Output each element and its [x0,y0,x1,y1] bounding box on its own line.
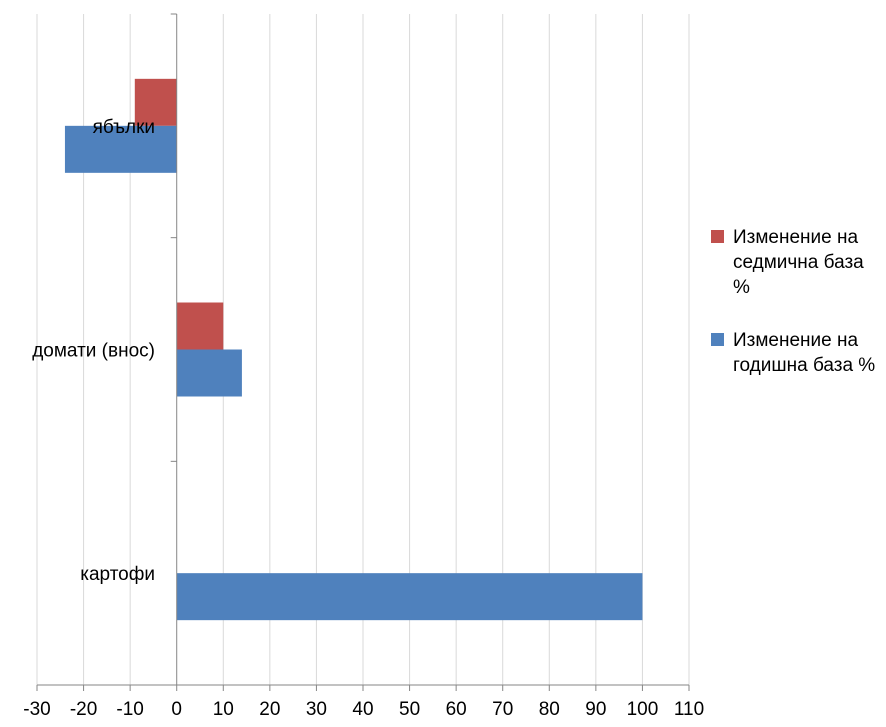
bar-yearly-2 [176,573,643,621]
x-tick-label: 90 [585,699,606,720]
legend-item-weekly: Изменение на седмична база % [711,225,881,300]
legend-swatch-yearly [711,333,724,346]
x-tick-label: 100 [627,699,659,720]
bar-weekly-0 [134,78,177,126]
category-label: картофи [80,564,155,585]
axes [36,13,690,691]
x-tick-label: 60 [446,699,467,720]
bar-yearly-1 [176,349,242,397]
category-label: домати (внос) [32,341,155,362]
x-tick-label: 70 [492,699,513,720]
x-tick-label: -10 [116,699,143,720]
category-labels: ябълки домати (внос) картофи [32,117,155,585]
bar-yearly-0 [64,125,177,173]
legend-item-yearly: Изменение на годишна база % [711,328,881,378]
x-tick-label: 80 [539,699,560,720]
x-tick-label: -30 [23,699,50,720]
legend-label-weekly: Изменение на седмична база % [733,227,864,298]
legend: Изменение на седмична база % Изменение н… [711,225,881,406]
x-tick-label: 0 [171,699,182,720]
x-tick-label: 50 [399,699,420,720]
legend-swatch-weekly [711,230,724,243]
x-tick-label: 40 [352,699,373,720]
category-label: ябълки [93,117,155,138]
x-tick-label: 30 [306,699,327,720]
x-tick-label: -20 [70,699,97,720]
bar-weekly-1 [176,302,224,350]
x-tick-label: 110 [674,699,704,720]
x-tick-label: 20 [259,699,280,720]
bars [64,78,643,621]
legend-label-yearly: Изменение на годишна база % [733,330,876,376]
x-tick-label: 10 [213,699,234,720]
x-tick-labels: -30 -20 -10 0 10 20 30 40 50 60 70 80 90 100 110 [23,699,704,720]
